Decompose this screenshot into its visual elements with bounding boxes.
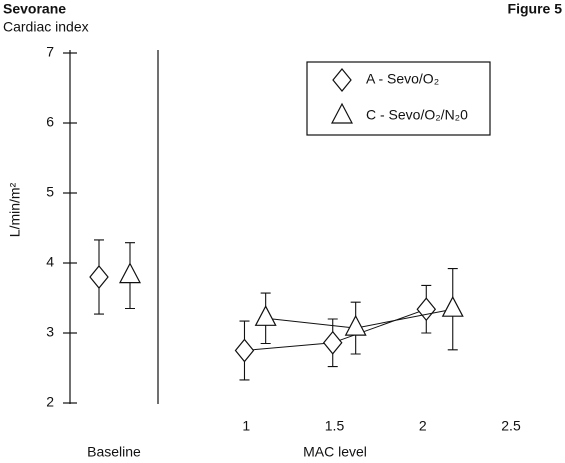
data-marker [441,295,464,317]
chart-subtitle: Cardiac index [3,19,89,35]
x-tick-label: 1.5 [325,418,345,434]
y-tick-label: 5 [46,184,54,200]
baseline-marker [89,265,109,289]
data-marker [254,305,277,326]
legend-label: C - Sevo/O₂/N₂0 [366,107,468,123]
legend-marker [331,102,353,124]
x-tick-label: 2 [419,418,427,434]
baseline-marker [119,262,141,284]
data-marker [322,330,343,355]
y-tick-label: 3 [46,324,54,340]
data-marker [234,338,255,363]
baseline-label: Baseline [87,444,141,460]
chart-title: Sevorane [3,1,66,17]
data-marker [416,297,437,322]
x-tick-label: 2.5 [501,418,521,434]
y-tick-label: 6 [46,114,54,130]
data-marker [344,314,367,336]
y-tick-label: 2 [46,394,54,410]
legend-marker [332,68,352,92]
y-tick-label: 4 [46,254,54,270]
figure-label: Figure 5 [508,1,563,17]
x-tick-label: 1 [242,418,250,434]
legend-label: A - Sevo/O₂ [366,71,439,87]
y-tick-label: 7 [46,44,54,60]
x-axis-label: MAC level [303,444,367,460]
y-axis-label: L/min/m² [7,182,23,237]
